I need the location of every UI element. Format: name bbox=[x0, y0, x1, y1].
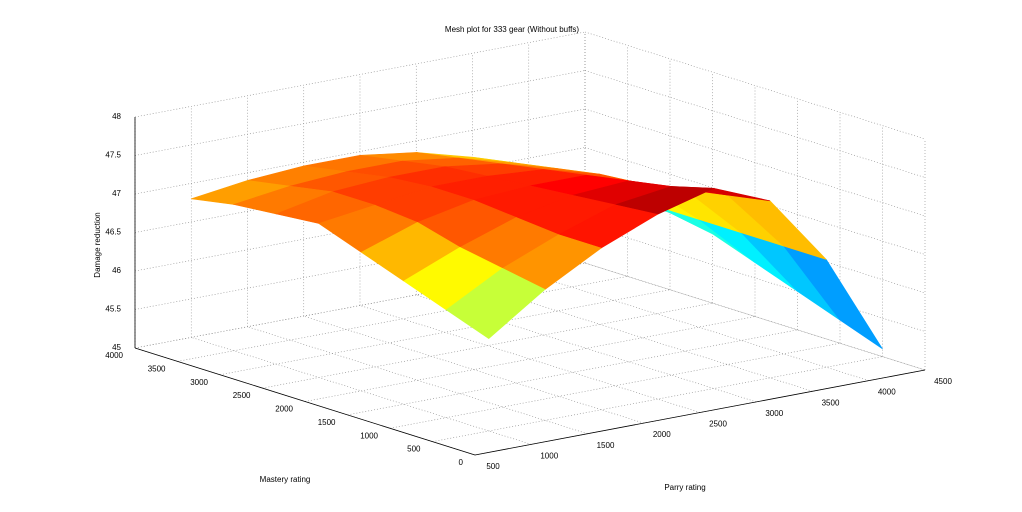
grid-line bbox=[191, 337, 532, 445]
grid-line bbox=[177, 276, 628, 362]
grid-line bbox=[219, 289, 671, 376]
grid-line bbox=[134, 31, 586, 118]
grid-line bbox=[389, 342, 841, 429]
x-tick-label: 4000 bbox=[878, 388, 896, 397]
z-tick-label: 48 bbox=[112, 112, 121, 121]
y-tick-label: 4000 bbox=[105, 351, 123, 360]
grid-line bbox=[304, 316, 756, 402]
x-tick-label: 500 bbox=[486, 462, 500, 471]
grid-line bbox=[584, 262, 926, 371]
grid-line bbox=[584, 262, 926, 371]
x-tick-label: 1500 bbox=[597, 441, 615, 450]
y-tick-label: 2500 bbox=[233, 391, 251, 400]
grid-line bbox=[584, 224, 926, 332]
surface-patch bbox=[445, 268, 546, 339]
y-tick-label: 3500 bbox=[148, 364, 166, 373]
x-tick-label: 4500 bbox=[934, 377, 952, 386]
y-tick-label: 0 bbox=[459, 458, 464, 467]
y-tick-label: 2000 bbox=[275, 405, 293, 414]
grid-line bbox=[247, 326, 588, 435]
y-tick-label: 1500 bbox=[318, 418, 336, 427]
z-tick-label: 45.5 bbox=[105, 305, 121, 314]
grid-line bbox=[528, 273, 869, 381]
z-tick-label: 47.5 bbox=[105, 151, 121, 160]
axis-line bbox=[134, 347, 476, 456]
x-tick-label: 1000 bbox=[540, 451, 558, 460]
grid-line bbox=[584, 70, 926, 178]
grid-line bbox=[432, 356, 883, 442]
grid-line bbox=[584, 185, 926, 294]
z-axis-label: Damage reduction bbox=[93, 212, 102, 277]
z-tick-label: 46.5 bbox=[105, 228, 121, 237]
x-axis-label: Parry rating bbox=[664, 483, 705, 492]
y-tick-label: 3000 bbox=[190, 378, 208, 387]
z-tick-label: 46 bbox=[112, 266, 121, 275]
z-tick-label: 45 bbox=[112, 343, 121, 352]
grid-line bbox=[303, 315, 644, 424]
grid-line bbox=[359, 305, 701, 413]
grid-line bbox=[584, 108, 926, 217]
z-tick-label: 47 bbox=[112, 189, 121, 198]
grid-line bbox=[347, 329, 798, 416]
grid-line bbox=[584, 31, 926, 140]
y-axis-label: Mastery rating bbox=[260, 475, 311, 484]
y-tick-label: 1000 bbox=[360, 431, 378, 440]
grid-line bbox=[262, 302, 713, 389]
surface-patch bbox=[782, 245, 883, 350]
x-tick-label: 3500 bbox=[822, 398, 840, 407]
y-tick-label: 500 bbox=[407, 445, 421, 454]
x-tick-label: 2000 bbox=[653, 430, 671, 439]
grid-line bbox=[584, 147, 926, 255]
chart-title: Mesh plot for 333 gear (Without buffs) bbox=[445, 25, 579, 34]
x-tick-label: 3000 bbox=[765, 409, 783, 418]
axis-line bbox=[474, 369, 926, 456]
x-tick-label: 2500 bbox=[709, 420, 727, 429]
